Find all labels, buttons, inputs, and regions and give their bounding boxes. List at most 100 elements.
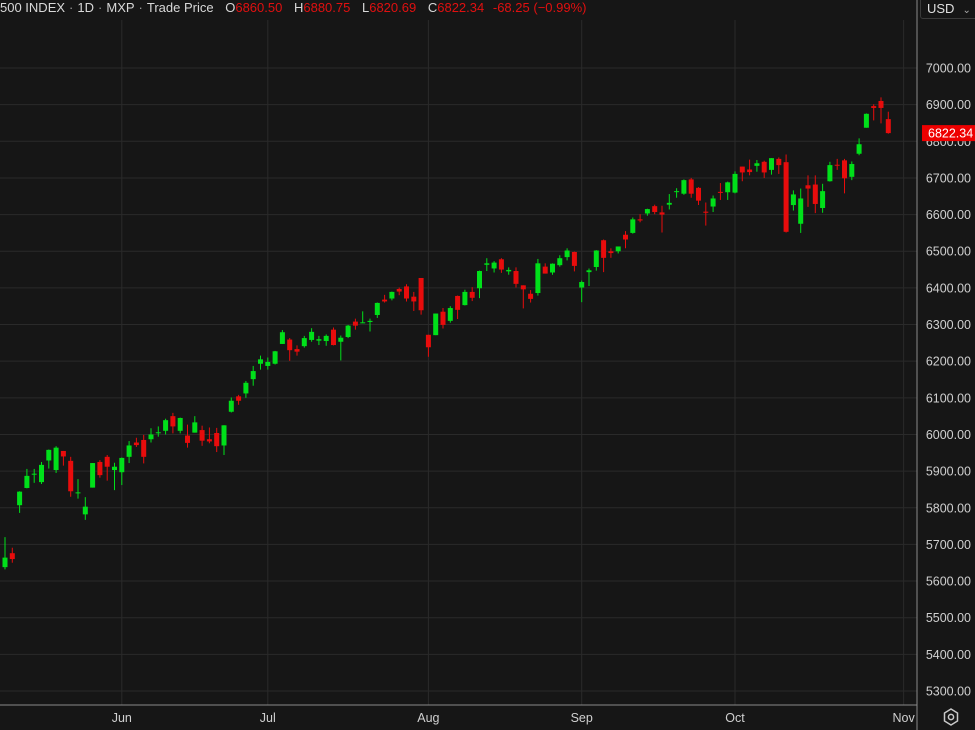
candle-body — [557, 258, 563, 266]
candle-body — [644, 209, 650, 214]
open-value: 6860.50 — [235, 0, 283, 15]
candle-body — [550, 263, 555, 273]
candle-body — [520, 285, 526, 290]
candle-body — [258, 359, 263, 364]
candle-body — [542, 266, 548, 274]
gear-icon[interactable] — [940, 706, 962, 728]
candle-body — [75, 492, 81, 494]
candle-body — [287, 339, 293, 351]
candle-body — [119, 457, 125, 473]
change-percent: (−0.99%) — [533, 0, 587, 15]
candle-body — [163, 420, 169, 431]
last-price-label-bg — [922, 125, 975, 142]
candle-body — [477, 271, 482, 289]
interval[interactable]: 1D — [77, 0, 95, 15]
currency-dropdown[interactable]: USD ⌄ — [920, 0, 975, 19]
candle-body — [404, 286, 409, 299]
candle-body — [433, 313, 439, 336]
candle-body — [272, 351, 278, 364]
candle-body — [535, 263, 541, 294]
candle-body — [214, 433, 220, 447]
candle-body — [571, 251, 577, 266]
price-type: Trade Price — [146, 0, 214, 15]
candle-body — [732, 173, 738, 193]
candle-body — [601, 240, 607, 258]
source: MXP — [106, 0, 135, 15]
candle-body — [871, 106, 877, 108]
candle-body — [352, 321, 358, 326]
y-tick-label: 6000.00 — [926, 428, 971, 442]
open-label: O — [225, 0, 236, 15]
candle-body — [133, 442, 139, 446]
candle-body — [703, 211, 709, 213]
candle-body — [447, 308, 453, 321]
candle-body — [374, 302, 380, 316]
candle-body — [60, 450, 66, 457]
candle-body — [396, 288, 402, 292]
candle-body — [177, 417, 183, 431]
candle-body — [564, 250, 570, 258]
high-value: 6880.75 — [303, 0, 351, 15]
candle-body — [53, 447, 59, 471]
candle-body — [805, 185, 811, 189]
candle-body — [9, 553, 15, 560]
candle-body — [754, 163, 760, 166]
candle-body — [309, 331, 315, 340]
x-tick-label: Oct — [725, 711, 745, 725]
candle-body — [579, 282, 585, 288]
candle-body — [790, 194, 796, 206]
symbol-name[interactable]: 500 INDEX — [0, 0, 66, 15]
x-tick-label: Aug — [417, 711, 439, 725]
candle-body — [148, 434, 154, 440]
candle-body — [331, 329, 336, 346]
candle-body — [279, 332, 285, 344]
candle-body — [498, 259, 504, 270]
x-tick-label: Jul — [260, 711, 276, 725]
close-value: 6822.34 — [437, 0, 485, 15]
candle-body — [82, 506, 88, 515]
chevron-down-icon: ⌄ — [962, 5, 971, 16]
candle-body — [141, 439, 147, 457]
currency-value: USD — [927, 1, 955, 16]
candle-body — [170, 416, 176, 427]
candle-body — [90, 463, 96, 488]
candle-body — [491, 262, 497, 269]
candle-body — [199, 430, 205, 441]
candle-body — [455, 295, 461, 310]
candle-body — [681, 180, 687, 194]
candle-body — [155, 432, 161, 434]
candle-body — [674, 191, 680, 193]
candle-body — [228, 400, 234, 412]
candle-body — [185, 435, 190, 443]
candle-body — [221, 425, 227, 446]
y-tick-label: 5700.00 — [926, 538, 971, 552]
candle-body — [360, 322, 366, 324]
candle-body — [688, 179, 694, 194]
candle-body — [659, 212, 665, 215]
y-tick-label: 6400.00 — [926, 281, 971, 295]
candle-body — [506, 269, 512, 272]
candle-body — [206, 439, 212, 442]
candle-body — [17, 491, 23, 506]
candle-body — [46, 449, 52, 461]
close-label: C — [427, 0, 438, 15]
candle-body — [842, 160, 847, 179]
y-tick-label: 5800.00 — [926, 501, 971, 515]
candle-body — [411, 296, 417, 302]
low-value: 6820.69 — [369, 0, 417, 15]
y-tick-label: 6100.00 — [926, 391, 971, 405]
candle-body — [469, 291, 475, 298]
candle-body — [798, 198, 804, 224]
candle-body — [382, 299, 388, 302]
candle-body — [761, 161, 767, 173]
y-tick-label: 5300.00 — [926, 685, 971, 699]
candle-body — [725, 182, 731, 193]
low-label: L — [361, 0, 370, 15]
candle-body — [24, 475, 30, 488]
candle-body — [623, 234, 628, 240]
x-tick-label: Jun — [112, 711, 132, 725]
candle-body — [776, 158, 782, 166]
y-tick-label: 5900.00 — [926, 465, 971, 479]
y-tick-label: 6200.00 — [926, 355, 971, 369]
